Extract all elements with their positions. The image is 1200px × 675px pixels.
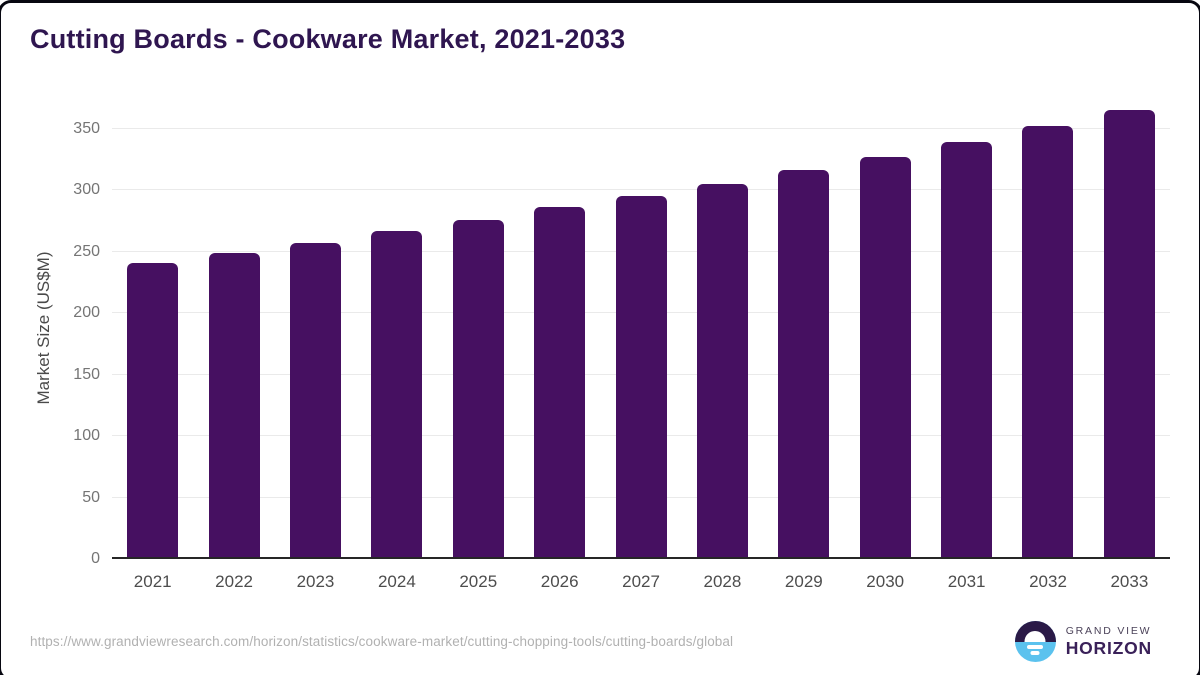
x-tick-label-2033: 2033 — [1110, 572, 1149, 591]
gridline-300 — [112, 189, 1170, 190]
bar-2031[interactable] — [941, 142, 993, 559]
source-url: https://www.grandviewresearch.com/horizo… — [30, 634, 734, 649]
x-tick-label-2029: 2029 — [784, 572, 823, 591]
y-tick-label-300: 300 — [73, 181, 100, 198]
logo-horizon-text: HORIZON — [1065, 637, 1152, 658]
bar-2028[interactable] — [696, 183, 748, 559]
y-axis-tick-labels: 0 50 100 150 200 250 300 350 — [0, 0, 100, 568]
y-tick-label-100: 100 — [73, 427, 100, 444]
logo-text: GRAND VIEW HORIZON — [1066, 625, 1152, 659]
brand-logo: GRAND VIEW HORIZON — [1014, 621, 1152, 662]
x-tick-label-2032: 2032 — [1029, 572, 1067, 591]
x-tick-label-2023: 2023 — [296, 572, 335, 591]
y-tick-label-200: 200 — [73, 304, 100, 321]
y-tick-label-150: 150 — [73, 365, 100, 383]
y-tick-label-250: 250 — [73, 242, 100, 260]
x-tick-label-2021: 2021 — [133, 572, 172, 591]
gridline-350 — [112, 127, 1170, 129]
plot-area — [112, 0, 1170, 559]
horizon-sun-circle-icon — [1014, 621, 1056, 662]
logo-icon-sun-dome — [1024, 630, 1046, 642]
x-tick-label-2022: 2022 — [215, 572, 253, 591]
y-tick-label-0: 0 — [91, 550, 100, 567]
bar-2029[interactable] — [778, 170, 830, 559]
x-tick-label-2024: 2024 — [377, 572, 416, 591]
x-tick-label-2026: 2026 — [540, 572, 579, 591]
y-tick-label-50: 50 — [82, 488, 100, 506]
x-tick-label-2030: 2030 — [866, 572, 905, 591]
bar-2025[interactable] — [452, 219, 504, 559]
bar-2032[interactable] — [1022, 126, 1074, 559]
bar-2026[interactable] — [534, 207, 586, 559]
x-tick-label-2028: 2028 — [703, 572, 742, 591]
bar-2030[interactable] — [859, 156, 911, 559]
x-tick-label-2027: 2027 — [622, 572, 660, 591]
bar-2022[interactable] — [208, 252, 260, 559]
logo-grand-view-text: GRAND VIEW — [1065, 624, 1152, 637]
logo-icon-reflection-line-1 — [1027, 645, 1044, 649]
bar-2024[interactable] — [371, 230, 423, 559]
x-tick-label-2025: 2025 — [459, 572, 498, 591]
bar-2033[interactable] — [1103, 110, 1155, 559]
bar-2027[interactable] — [615, 196, 667, 559]
y-tick-label-350: 350 — [73, 119, 100, 137]
chart-title: Cutting Boards - Cookware Market, 2021-2… — [30, 24, 626, 54]
x-axis-line — [112, 557, 1170, 559]
x-axis-tick-labels: 2021 2022 2023 2024 2025 2026 2027 2028 2029 2030… — [112, 568, 1170, 592]
logo-icon-reflection-line-2 — [1030, 651, 1040, 655]
bar-2023[interactable] — [289, 242, 341, 559]
bar-2021[interactable] — [127, 262, 179, 559]
x-tick-label-2031: 2031 — [947, 572, 986, 591]
